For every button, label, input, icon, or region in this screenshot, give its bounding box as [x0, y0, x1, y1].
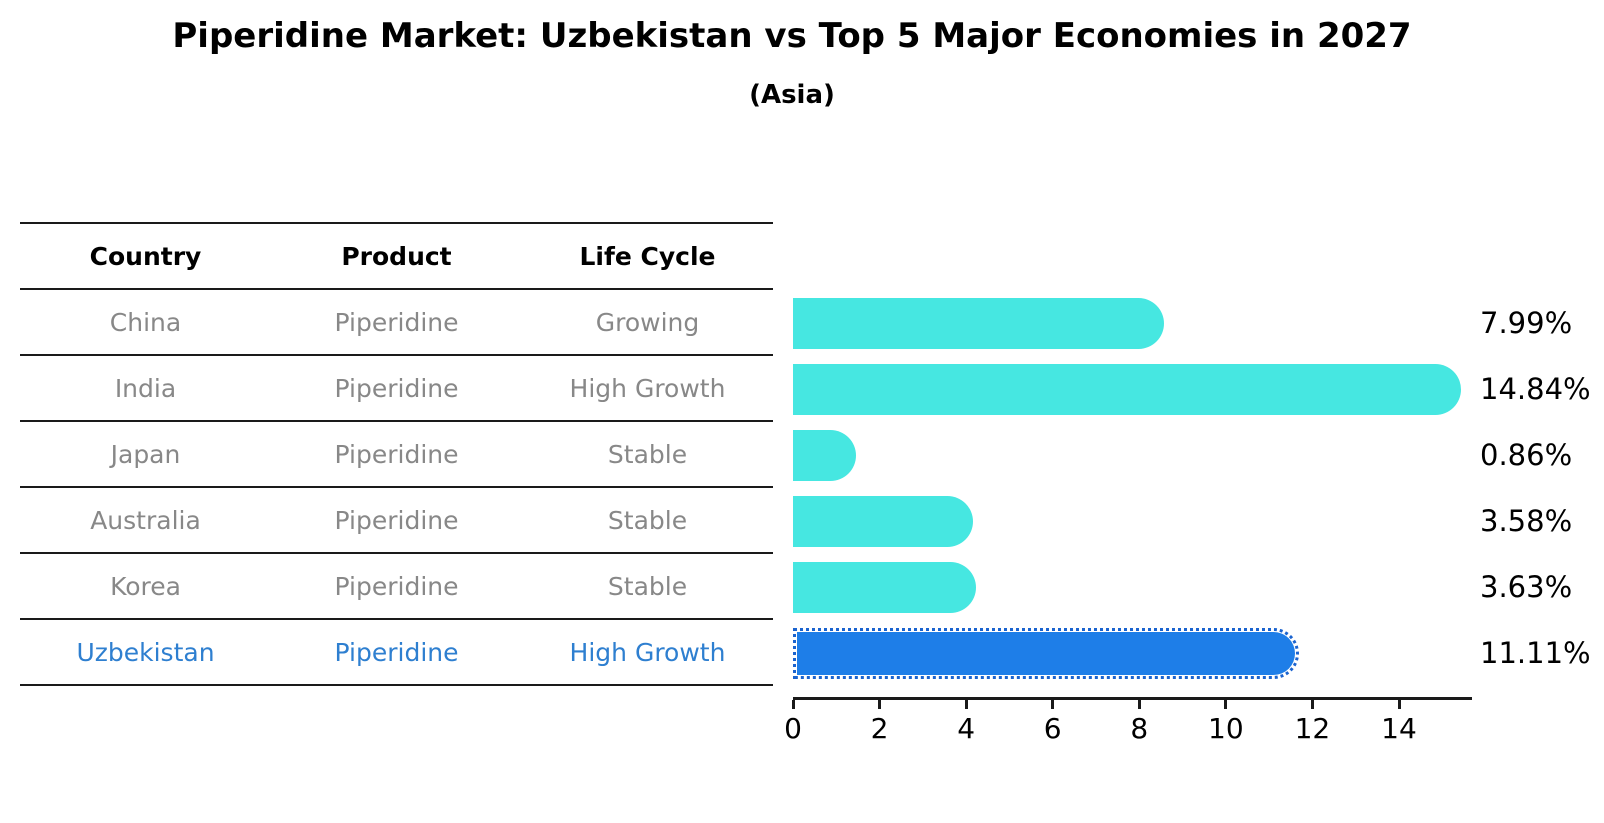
cell-product: Piperidine: [334, 307, 459, 337]
cell-life-cycle: Stable: [607, 439, 688, 469]
bar-row-japan: [793, 422, 1483, 488]
chart-subtitle: (Asia): [749, 80, 835, 110]
bar-row-australia: [793, 488, 1483, 554]
bar-value-label: 14.84%: [1480, 372, 1591, 406]
bar-row-korea: [793, 554, 1483, 620]
bar-value-label: 11.11%: [1480, 636, 1591, 670]
bar-china: [793, 297, 1164, 349]
table-header-product: Product: [341, 241, 452, 271]
chart-title: Piperidine Market: Uzbekistan vs Top 5 M…: [172, 16, 1412, 56]
x-tick: [1310, 700, 1314, 709]
bar-row-china: [793, 290, 1483, 356]
bar-value-labels: 7.99% 14.84% 0.86% 3.58% 3.63% 11.11%: [1480, 290, 1604, 686]
x-tick-label: 14: [1381, 712, 1417, 745]
bar-value-label: 7.99%: [1480, 306, 1573, 340]
cell-life-cycle: Stable: [607, 571, 688, 601]
value-label-row-australia: 3.58%: [1480, 488, 1604, 554]
bar-australia: [793, 495, 973, 547]
x-tick-label: 10: [1208, 712, 1244, 745]
country-table: Country Product Life Cycle China Piperidi…: [20, 222, 773, 686]
x-tick: [1137, 700, 1141, 709]
cell-country: Australia: [90, 505, 201, 535]
table-header-country: Country: [89, 241, 202, 271]
bar-korea: [793, 561, 976, 613]
table-header-row: Country Product Life Cycle: [20, 224, 773, 290]
table-row-korea: Korea Piperidine Stable: [20, 554, 773, 620]
x-tick-label: 4: [957, 712, 976, 745]
value-label-row-japan: 0.86%: [1480, 422, 1604, 488]
x-tick-label: 12: [1294, 712, 1331, 745]
cell-life-cycle: High Growth: [569, 373, 726, 403]
value-label-row-uzbekistan: 11.11%: [1480, 620, 1604, 686]
table-row-uzbekistan: Uzbekistan Piperidine High Growth: [20, 620, 773, 686]
bar-value-label: 0.86%: [1480, 438, 1573, 472]
bar-japan: [793, 429, 856, 481]
table-row-australia: Australia Piperidine Stable: [20, 488, 773, 554]
cell-country: Japan: [110, 439, 181, 469]
x-axis-line: [793, 697, 1472, 700]
value-label-row-korea: 3.63%: [1480, 554, 1604, 620]
cell-country: Korea: [110, 571, 181, 601]
x-tick: [1051, 700, 1055, 709]
bar-value-label: 3.58%: [1480, 504, 1573, 538]
x-tick-label: 2: [870, 712, 889, 745]
cell-life-cycle: High Growth: [569, 637, 726, 667]
x-tick-label: 6: [1043, 712, 1062, 745]
value-label-row-india: 14.84%: [1480, 356, 1604, 422]
cell-product: Piperidine: [334, 637, 459, 667]
cell-product: Piperidine: [334, 439, 459, 469]
x-tick-label: 8: [1130, 712, 1149, 745]
cell-country: Uzbekistan: [76, 637, 215, 667]
bar-india: [793, 363, 1461, 415]
cell-product: Piperidine: [334, 373, 459, 403]
bar-row-uzbekistan: [793, 620, 1483, 686]
x-tick: [1224, 700, 1228, 709]
value-label-row-china: 7.99%: [1480, 290, 1604, 356]
cell-life-cycle: Stable: [607, 505, 688, 535]
table-row-india: India Piperidine High Growth: [20, 356, 773, 422]
bar-value-label: 3.63%: [1480, 570, 1573, 604]
x-tick: [1397, 700, 1401, 709]
x-tick: [964, 700, 968, 709]
cell-life-cycle: Growing: [595, 307, 700, 337]
bar-chart: [793, 290, 1483, 686]
cell-product: Piperidine: [334, 571, 459, 601]
table-row-japan: Japan Piperidine Stable: [20, 422, 773, 488]
x-tick: [878, 700, 882, 709]
cell-product: Piperidine: [334, 505, 459, 535]
x-tick-label: 0: [784, 712, 802, 745]
bar-row-india: [793, 356, 1483, 422]
x-tick: [791, 700, 795, 709]
cell-country: India: [114, 373, 177, 403]
bar-uzbekistan: [793, 627, 1299, 679]
table-row-china: China Piperidine Growing: [20, 290, 773, 356]
cell-country: China: [109, 307, 182, 337]
table-header-life-cycle: Life Cycle: [579, 241, 716, 271]
